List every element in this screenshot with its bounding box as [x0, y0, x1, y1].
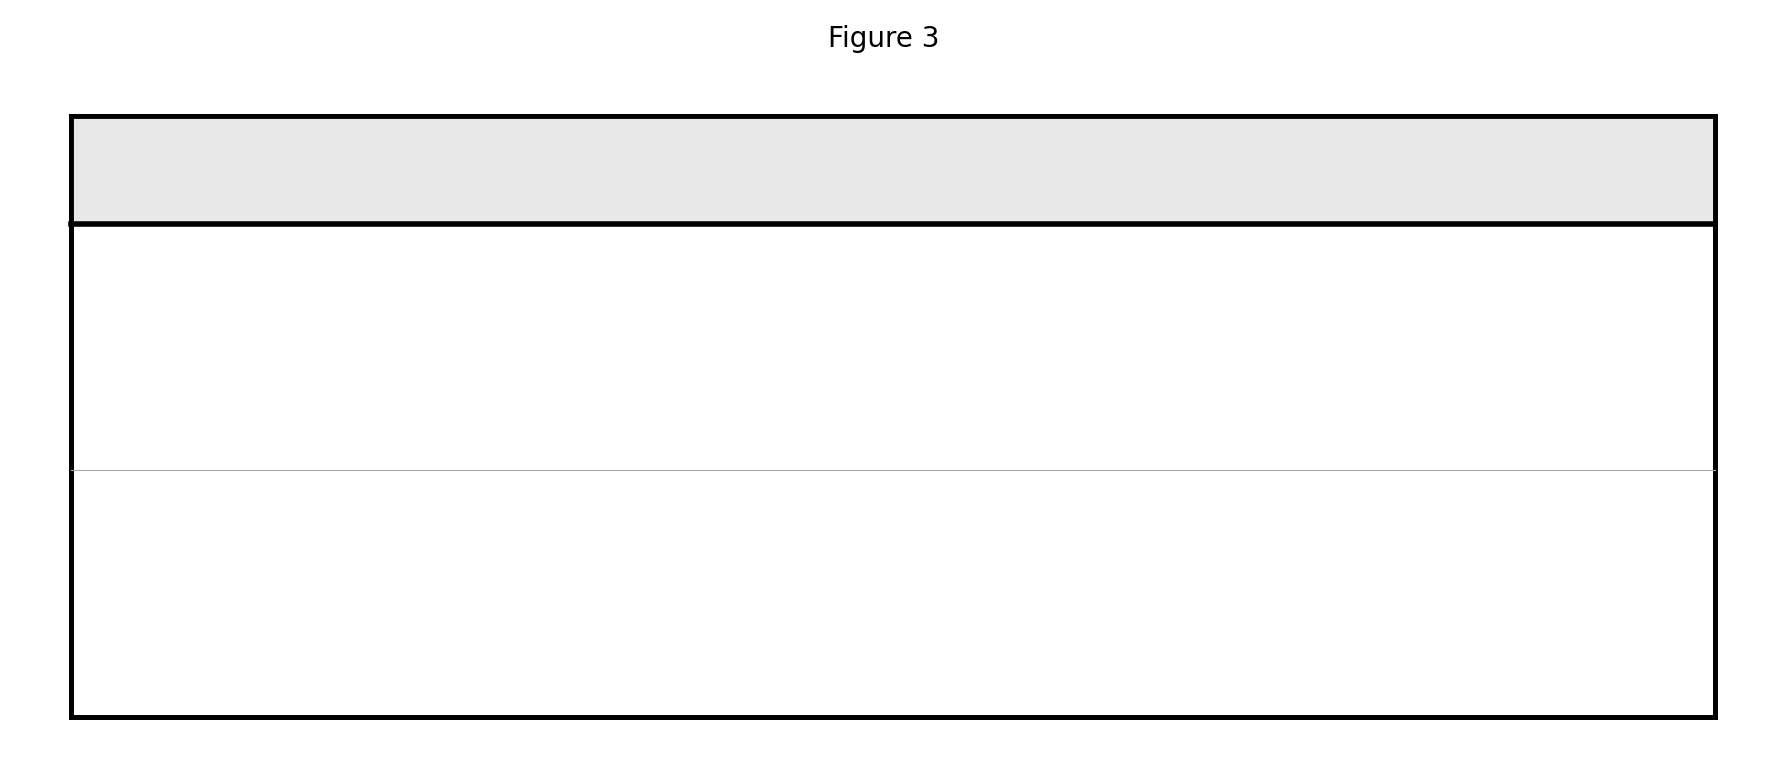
- Text: .9: .9: [633, 551, 659, 575]
- Text: R real (%): R real (%): [583, 158, 709, 182]
- Text: .3: .3: [633, 305, 659, 328]
- Text: 44.7: 44.7: [1043, 551, 1105, 575]
- Text: 49.4: 49.4: [1471, 551, 1531, 575]
- Text: Figure 3: Figure 3: [827, 25, 941, 52]
- Text: Before
writing: Before writing: [92, 288, 179, 345]
- Text: 44.9: 44.9: [1043, 305, 1105, 328]
- Text: T real (%): T real (%): [1013, 158, 1135, 182]
- Text: 48.7: 48.7: [1471, 305, 1531, 328]
- Text: After
writing: After writing: [92, 534, 179, 591]
- Text: A real (%): A real (%): [1439, 158, 1563, 182]
